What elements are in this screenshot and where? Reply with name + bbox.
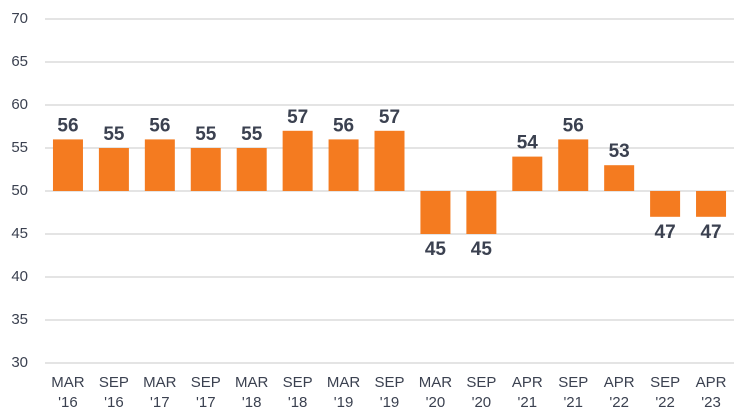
bar [650, 191, 681, 217]
x-tick-label: SEP [283, 374, 313, 391]
x-tick-label: '20 [426, 394, 446, 411]
data-label: 57 [287, 107, 308, 128]
y-tick-label: 55 [11, 139, 28, 156]
x-tick-label: MAR [235, 374, 269, 391]
x-tick-label: '17 [196, 394, 216, 411]
bar [558, 139, 589, 191]
x-tick-label: '20 [472, 394, 492, 411]
x-tick-label: '19 [334, 394, 354, 411]
data-label: 55 [103, 124, 125, 145]
x-tick-label: '16 [104, 394, 124, 411]
data-label: 47 [700, 222, 721, 243]
data-label: 45 [425, 239, 447, 260]
data-label: 47 [655, 222, 676, 243]
y-tick-label: 35 [11, 311, 28, 328]
data-label: 53 [609, 141, 630, 162]
bar [512, 156, 543, 191]
data-label: 56 [563, 115, 584, 136]
y-tick-label: 65 [11, 53, 28, 70]
x-tick-label: '17 [150, 394, 170, 411]
x-tick-label: SEP [99, 374, 129, 391]
x-tick-label: '18 [242, 394, 262, 411]
x-tick-label: APR [696, 374, 727, 391]
x-tick-label: SEP [466, 374, 496, 391]
x-tick-label: '18 [288, 394, 308, 411]
bar [190, 148, 221, 191]
data-label: 54 [517, 133, 539, 154]
x-tick-label: '22 [655, 394, 675, 411]
y-tick-label: 60 [11, 96, 28, 113]
bar [604, 165, 635, 191]
bar [328, 139, 359, 191]
data-label: 57 [379, 107, 400, 128]
x-tick-label: '16 [58, 394, 78, 411]
y-tick-label: 45 [11, 225, 28, 242]
x-tick-label: '19 [380, 394, 400, 411]
x-tick-label: '21 [518, 394, 538, 411]
bar [420, 191, 451, 234]
bar [52, 139, 83, 191]
data-label: 56 [333, 115, 354, 136]
x-tick-label: APR [604, 374, 635, 391]
x-tick-label: SEP [374, 374, 404, 391]
x-tick-label: MAR [143, 374, 177, 391]
x-tick-label: SEP [558, 374, 588, 391]
bar [98, 148, 129, 191]
x-tick-label: MAR [327, 374, 361, 391]
y-tick-label: 30 [11, 354, 28, 371]
x-tick-label: APR [512, 374, 543, 391]
bar [282, 130, 313, 191]
y-tick-label: 50 [11, 182, 28, 199]
x-tick-label: MAR [419, 374, 453, 391]
bar [144, 139, 175, 191]
data-label: 56 [149, 115, 170, 136]
x-tick-label: SEP [650, 374, 680, 391]
x-tick-label: SEP [191, 374, 221, 391]
bar [374, 130, 405, 191]
x-tick-label: '23 [701, 394, 721, 411]
data-label: 56 [57, 115, 78, 136]
y-tick-label: 70 [11, 10, 28, 27]
bar [236, 148, 267, 191]
x-tick-label: '21 [563, 394, 583, 411]
data-label: 45 [471, 239, 493, 260]
data-label: 55 [195, 124, 217, 145]
y-tick-label: 40 [11, 268, 28, 285]
bar [696, 191, 727, 217]
bar [466, 191, 497, 234]
data-label: 55 [241, 124, 263, 145]
x-tick-label: MAR [51, 374, 85, 391]
x-tick-label: '22 [609, 394, 629, 411]
